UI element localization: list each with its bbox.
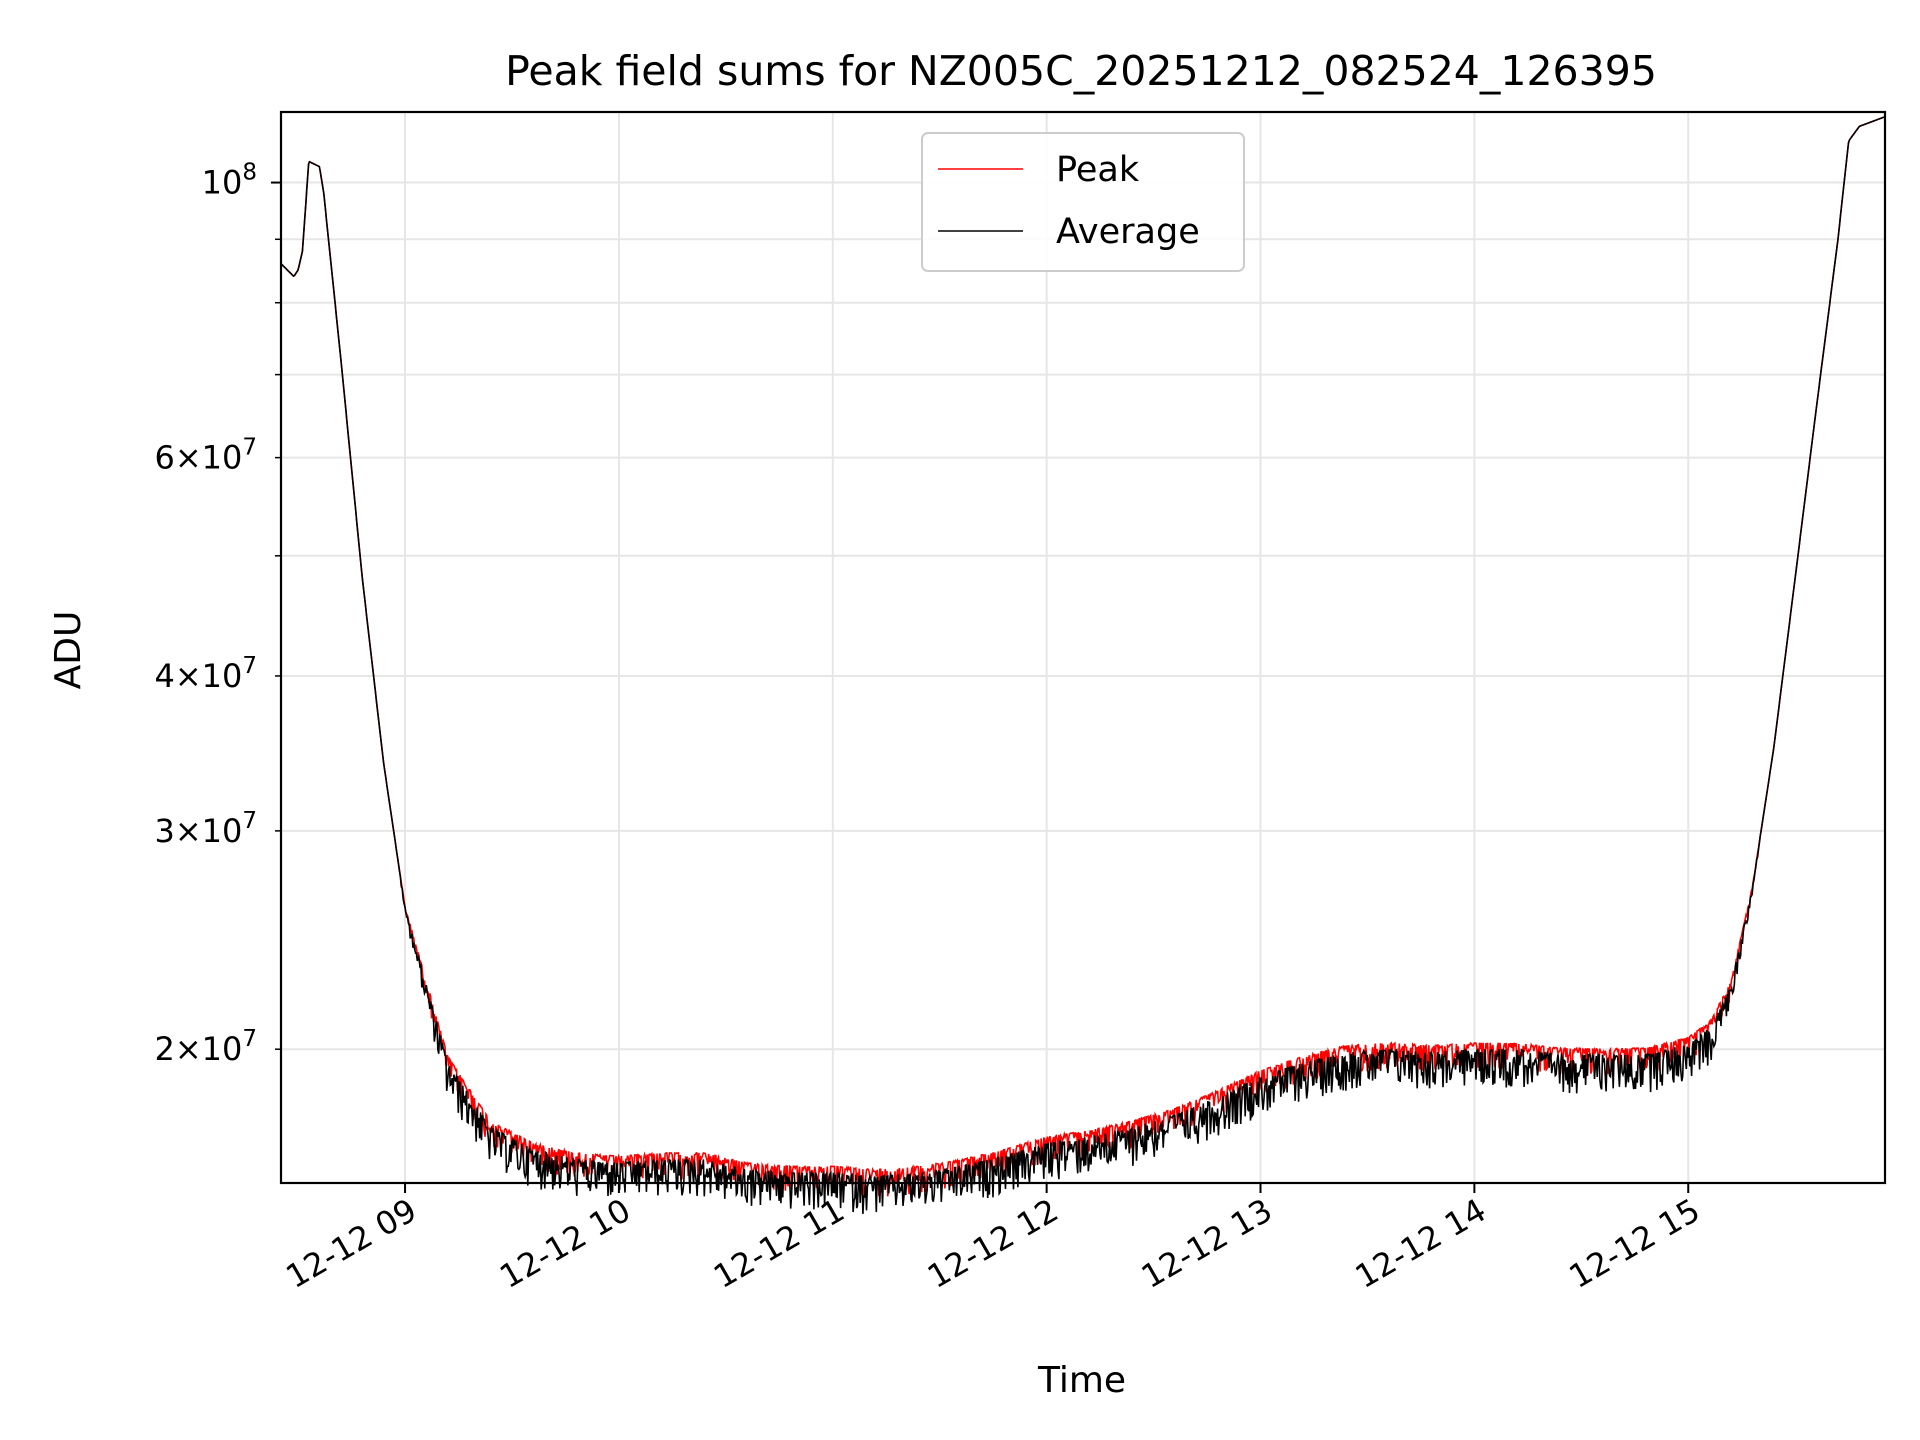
y-tick-label: 4×107	[154, 653, 257, 695]
y-tick-label: 6×107	[154, 435, 257, 477]
y-axis-label: ADU	[48, 611, 89, 690]
x-axis-label: Time	[1037, 1360, 1126, 1401]
grid	[281, 112, 1885, 1183]
legend-box	[921, 132, 1245, 272]
legend-peak-label: Peak	[1056, 150, 1140, 190]
y-tick-label: 108	[202, 160, 257, 202]
series-average-line	[280, 115, 1886, 1214]
plot-frame	[279, 110, 1887, 1185]
chart-title: Peak field sums for NZ005C_20251212_0825…	[505, 47, 1657, 95]
legend-average-label: Average	[1056, 212, 1200, 252]
series-layer	[280, 115, 1886, 1214]
legend: Peak Average	[921, 132, 1245, 272]
y-tick-label: 2×107	[154, 1026, 257, 1068]
y-tick-label: 3×107	[154, 808, 257, 850]
